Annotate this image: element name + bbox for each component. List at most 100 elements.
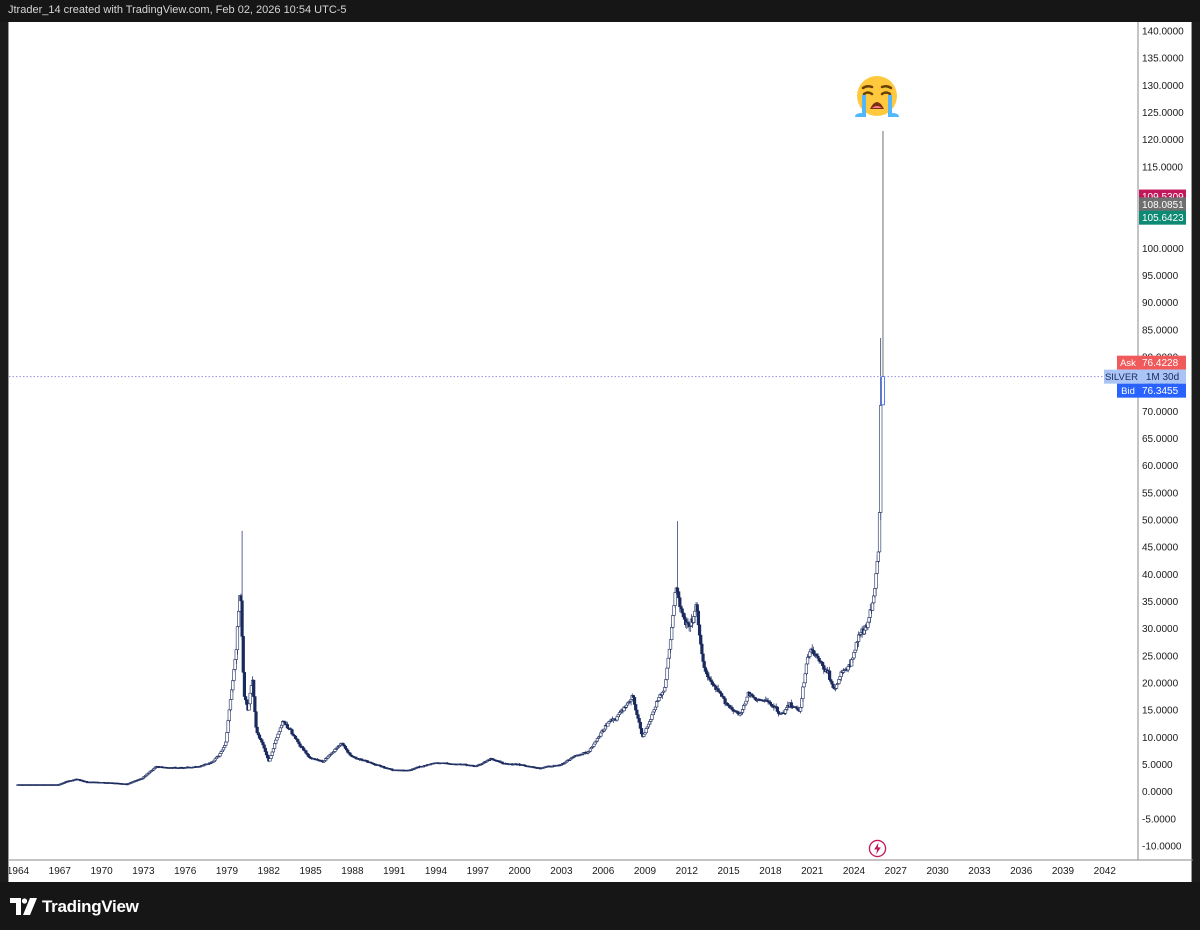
ask-label: Ask	[1120, 358, 1136, 369]
y-tick-label: 35.0000	[1142, 597, 1179, 608]
candle-body	[254, 711, 258, 728]
candle-body	[283, 721, 287, 725]
candle-body	[235, 626, 240, 651]
tradingview-wordmark: TradingView	[42, 897, 139, 916]
candle-body	[231, 680, 235, 691]
interval-label: 1M 30d	[1146, 372, 1179, 383]
candle-body	[277, 731, 281, 735]
bid-value-bg	[1139, 383, 1186, 398]
candle-body	[671, 615, 675, 628]
candle-body	[242, 671, 247, 697]
y-tick-label: 45.0000	[1142, 543, 1179, 554]
y-tick-label: 90.0000	[1142, 298, 1179, 309]
footer-bar: TradingView	[0, 882, 1200, 930]
candle-body	[802, 682, 806, 688]
loudly-crying-face-icon	[855, 76, 899, 117]
x-tick-label: 1982	[258, 866, 281, 877]
x-tick-label: 2030	[926, 866, 949, 877]
y-tick-label: 25.0000	[1142, 651, 1179, 662]
y-tick-label: 130.0000	[1142, 81, 1184, 92]
low-price-label: 105.6423	[1142, 213, 1184, 224]
x-tick-label: 2015	[717, 866, 740, 877]
candle-body	[876, 551, 880, 562]
candle-body	[730, 707, 734, 710]
x-tick-label: 2003	[550, 866, 573, 877]
x-tick-label: 2018	[759, 866, 782, 877]
candle-body	[665, 667, 669, 680]
candle-body	[588, 748, 593, 752]
candle-body	[227, 709, 231, 721]
lightning-bolt-icon[interactable]	[868, 839, 887, 858]
candle-body	[263, 747, 267, 752]
y-tick-label: -5.0000	[1142, 814, 1176, 825]
x-tick-label: 2039	[1052, 866, 1075, 877]
candle-body	[593, 741, 597, 745]
candle-body	[745, 696, 749, 702]
x-tick-label: 1970	[90, 866, 113, 877]
candle-body	[736, 711, 740, 714]
caption-bar: Jtrader_14 created with TradingView.com,…	[0, 0, 1200, 22]
x-tick-label: 2006	[592, 866, 615, 877]
candle-body	[253, 696, 257, 713]
symbol-label-bg	[1104, 369, 1139, 384]
y-tick-label: 100.0000	[1142, 244, 1184, 255]
candle-body	[248, 692, 252, 705]
tradingview-brand[interactable]: TradingView	[10, 897, 139, 917]
candle-body	[240, 600, 244, 637]
y-tick-label: 20.0000	[1142, 679, 1179, 690]
bid-value: 76.3455	[1142, 386, 1179, 397]
y-tick-label: 135.0000	[1142, 54, 1184, 65]
x-tick-label: 2012	[676, 866, 699, 877]
candle-body	[298, 743, 302, 747]
candle-body	[639, 728, 644, 735]
candle-body	[269, 755, 273, 759]
candle-body	[274, 739, 278, 744]
x-tick-label: 1997	[467, 866, 490, 877]
y-tick-label: 0.0000	[1142, 787, 1173, 798]
y-tick-label: 120.0000	[1142, 135, 1184, 146]
candle-body	[237, 610, 241, 627]
chart-caption: Jtrader_14 created with TradingView.com,…	[8, 4, 347, 16]
chart-frame[interactable]: 140.0000 135.0000 130.0000 125.0000 120.0000…	[8, 22, 1193, 882]
y-tick-label: 115.0000	[1142, 162, 1183, 173]
x-tick-label: 1967	[49, 866, 72, 877]
y-tick-label: 30.0000	[1142, 624, 1179, 635]
tradingview-logo-icon	[10, 898, 37, 915]
x-tick-label: 2027	[885, 866, 908, 877]
candle-body	[635, 709, 639, 715]
candle-body	[804, 663, 808, 675]
candle-body	[606, 722, 610, 727]
candle-body	[306, 754, 310, 757]
x-tick-label: 2024	[843, 866, 866, 877]
candle-body	[592, 743, 596, 747]
candle-body	[670, 627, 674, 640]
candle-body	[241, 636, 245, 673]
candle-body	[252, 679, 256, 697]
candle-body	[874, 573, 878, 589]
x-tick-label: 1979	[216, 866, 239, 877]
candles-group	[16, 337, 883, 786]
candle-body	[264, 751, 269, 756]
x-tick-label: 2009	[634, 866, 657, 877]
ask-label-bg	[1117, 355, 1139, 370]
candle-body	[666, 657, 670, 669]
candle-body	[879, 405, 883, 513]
price-chart[interactable]: 140.0000 135.0000 130.0000 125.0000 120.0000…	[9, 22, 1193, 882]
candle-body	[218, 753, 222, 757]
y-tick-label: 55.0000	[1142, 488, 1179, 499]
candle-body	[268, 758, 272, 762]
candle-body	[278, 727, 283, 732]
candle-body	[297, 741, 301, 745]
y-tick-label: 140.0000	[1142, 27, 1184, 38]
y-tick-label: 5.0000	[1142, 760, 1173, 771]
bid-label-bg	[1117, 383, 1139, 398]
candle-body	[225, 732, 229, 743]
x-tick-label: 1964	[9, 866, 30, 877]
y-tick-label: 10.0000	[1142, 733, 1179, 744]
mid-price-label: 108.0851	[1142, 200, 1184, 211]
candle-body	[634, 704, 638, 711]
x-tick-label: 2021	[801, 866, 824, 877]
last-candle-body	[881, 376, 885, 406]
x-tick-label: 1973	[132, 866, 155, 877]
candle-body	[663, 687, 667, 692]
